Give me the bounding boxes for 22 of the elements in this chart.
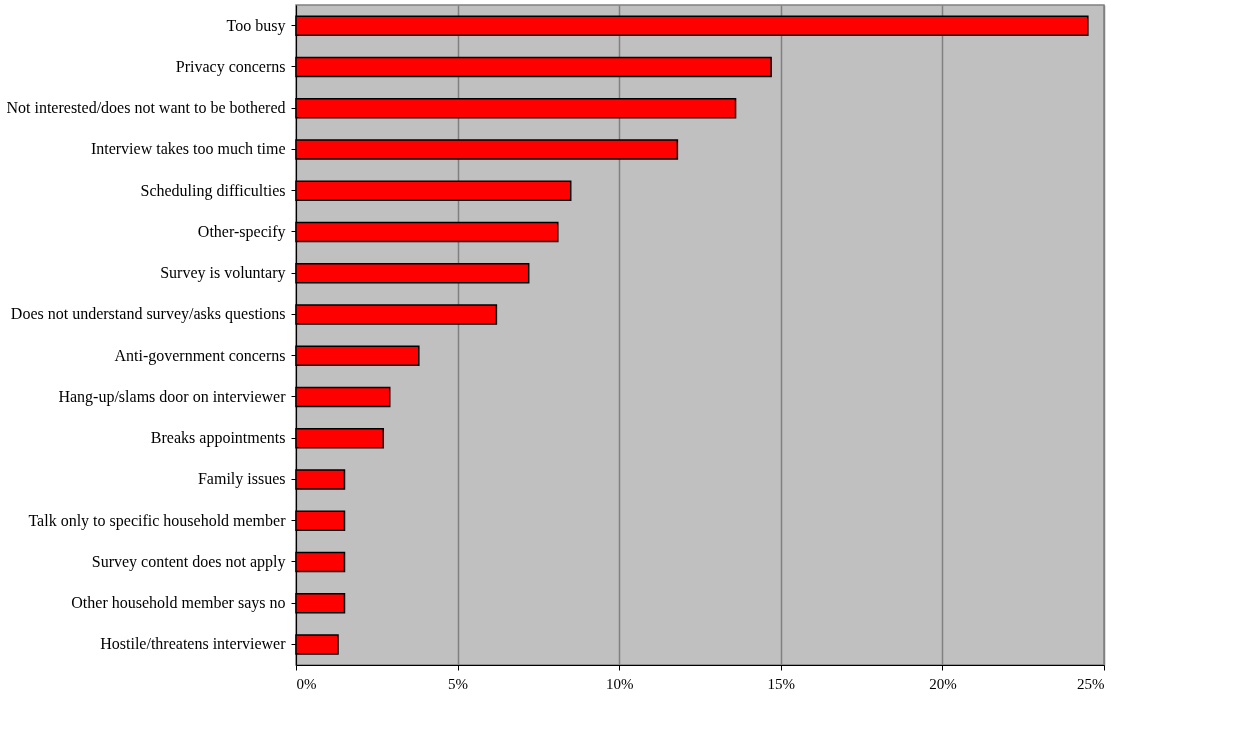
y-tick-label: Survey is voluntary — [160, 264, 286, 283]
y-tick-label: Anti-government concerns — [114, 346, 286, 365]
y-tick-label: Not interested/does not want to be bothered — [6, 99, 286, 117]
y-tick-label: Hang-up/slams door on interviewer — [58, 387, 287, 406]
y-tick-label: Survey content does not apply — [91, 552, 286, 571]
y-tick-label: Interview takes too much time — [90, 140, 286, 158]
y-tick-label: Scheduling difficulties — [140, 181, 286, 200]
x-tick-label: 25% — [1077, 675, 1105, 692]
y-tick-label: Does not understand survey/asks questions — [10, 305, 286, 324]
x-tick-label: 15% — [767, 675, 796, 692]
x-tick-label: 5% — [448, 675, 469, 692]
y-tick-label: Privacy concerns — [175, 57, 286, 76]
y-tick-label: Talk only to specific household member — [28, 511, 287, 530]
y-tick-label: Too busy — [226, 16, 286, 35]
x-tick-label: 0% — [296, 675, 317, 692]
y-tick-label: Other-specify — [197, 222, 286, 241]
y-tick-label: Hostile/threatens interviewer — [100, 635, 287, 653]
x-tick-label: 20% — [929, 675, 957, 692]
y-tick-label: Family issues — [197, 470, 286, 489]
x-tick-label: 10% — [605, 675, 634, 692]
y-tick-label: Other household member says no — [71, 594, 286, 613]
y-tick-label: Breaks appointments — [150, 429, 286, 448]
